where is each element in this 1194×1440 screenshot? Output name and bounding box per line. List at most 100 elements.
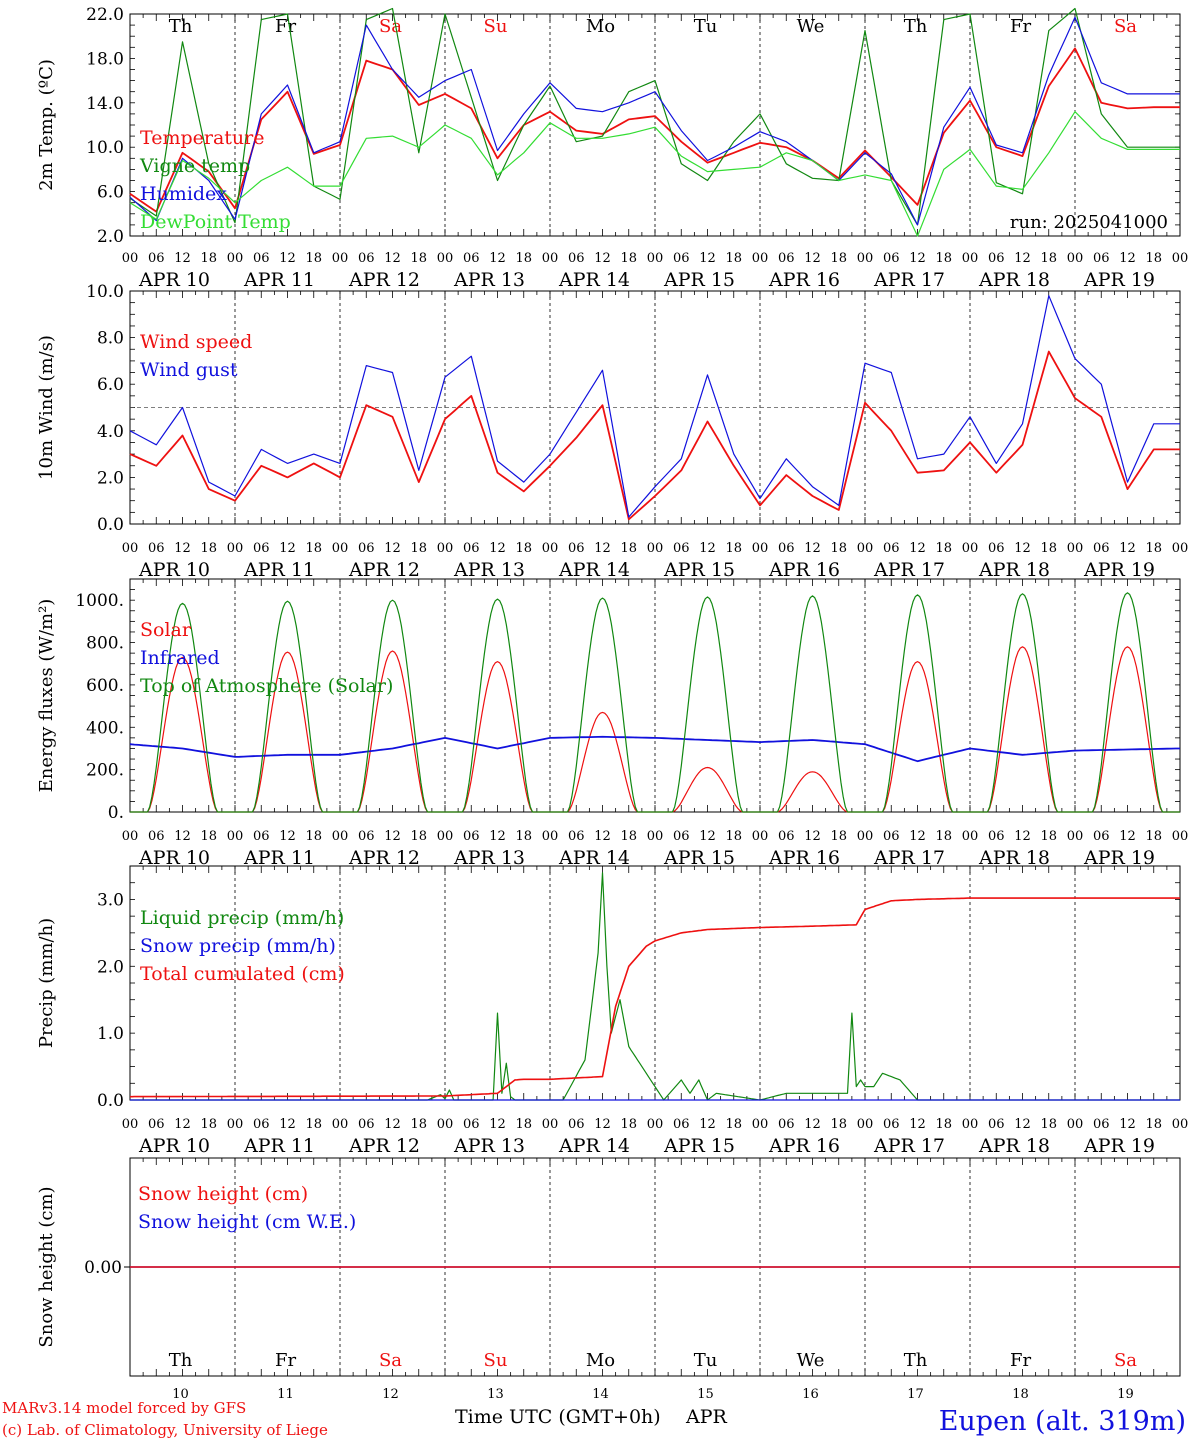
hour-tick-label: 00 — [332, 1117, 349, 1132]
weekday-label: Fr — [1010, 1350, 1031, 1371]
hour-tick-label: 06 — [568, 251, 585, 266]
hour-tick-label: 18 — [200, 1117, 217, 1132]
legend-dewpoint-temp: DewPoint Temp — [140, 211, 291, 233]
date-label: APR 19 — [1083, 269, 1155, 291]
snow-y-axis-title: Snow height (cm) — [36, 1186, 57, 1347]
hour-tick-label: 12 — [909, 829, 926, 844]
date-label: APR 19 — [1083, 1135, 1155, 1157]
hour-tick-label: 00 — [227, 829, 244, 844]
date-label: APR 12 — [348, 559, 420, 581]
hour-tick-label: 18 — [410, 1117, 427, 1132]
day-number-label: 18 — [1012, 1387, 1029, 1402]
weekday-label: Sa — [1114, 16, 1137, 37]
hour-tick-label: 06 — [1093, 1117, 1110, 1132]
hour-tick-label: 12 — [489, 829, 506, 844]
hour-tick-label: 00 — [962, 251, 979, 266]
weekday-label: Tu — [694, 16, 718, 37]
hour-tick-label: 18 — [1145, 829, 1162, 844]
hour-tick-label: 12 — [594, 1117, 611, 1132]
date-label: APR 13 — [453, 1135, 525, 1157]
hour-tick-label: 00 — [857, 251, 874, 266]
snow-panel: 0.00 Snow height (cm) Snow height (cm) Snow… — [36, 1157, 1181, 1402]
hour-tick-label: 12 — [594, 251, 611, 266]
date-label: APR 15 — [663, 269, 735, 291]
hour-tick-label: 18 — [305, 541, 322, 556]
temperature-panel: 22.0 18.0 14.0 10.0 6.0 2.0 2m Temp. (ºC) 00 06 1… — [36, 5, 1188, 291]
hour-tick-label: 06 — [358, 251, 375, 266]
date-label: APR 16 — [768, 847, 840, 869]
hour-tick-label: 06 — [148, 1117, 165, 1132]
y-tick-label: 2.0 — [97, 957, 124, 977]
date-label: APR 10 — [138, 269, 210, 291]
hour-tick-label: 00 — [122, 541, 139, 556]
hour-tick-label: 06 — [568, 1117, 585, 1132]
date-label: APR 19 — [1083, 847, 1155, 869]
hour-tick-label: 18 — [935, 1117, 952, 1132]
series-line-dewpoint-temp — [129, 111, 1180, 237]
hour-tick-label: 18 — [1040, 829, 1057, 844]
hour-tick-label: 06 — [358, 1117, 375, 1132]
series-line-total-cumulated-cm — [130, 897, 1180, 1098]
date-label: APR 18 — [978, 269, 1050, 291]
y-tick-label: 6.0 — [97, 183, 124, 203]
hour-tick-label: 00 — [332, 829, 349, 844]
date-label: APR 10 — [138, 847, 210, 869]
hour-tick-label: 06 — [463, 829, 480, 844]
weekday-label: Tu — [694, 1350, 718, 1371]
y-tick-label: 0.0 — [97, 1091, 124, 1111]
hour-tick-label: 18 — [200, 541, 217, 556]
hour-tick-label: 06 — [463, 251, 480, 266]
day-number-label: 19 — [1117, 1387, 1134, 1402]
hour-tick-label: 18 — [1145, 541, 1162, 556]
legend-top-of-atmosphere-solar: Top of Atmosphere (Solar) — [140, 675, 393, 697]
hour-tick-label: 06 — [673, 251, 690, 266]
hour-tick-label: 18 — [410, 829, 427, 844]
hour-tick-label: 00 — [1067, 829, 1084, 844]
hour-tick-label: 12 — [699, 1117, 716, 1132]
hour-tick-label: 06 — [148, 251, 165, 266]
date-label: APR 18 — [978, 1135, 1050, 1157]
hour-tick-label: 00 — [1172, 541, 1189, 556]
series-line-wind-speed — [129, 350, 1180, 521]
hour-tick-label: 18 — [200, 829, 217, 844]
day-number-label: 12 — [382, 1387, 399, 1402]
hour-tick-label: 18 — [515, 251, 532, 266]
hour-tick-label: 06 — [148, 829, 165, 844]
date-label: APR 19 — [1083, 559, 1155, 581]
hour-tick-label: 06 — [253, 541, 270, 556]
y-tick-label: 800. — [86, 634, 124, 654]
hour-tick-label: 18 — [725, 829, 742, 844]
hour-tick-label: 12 — [1014, 251, 1031, 266]
date-label: APR 17 — [873, 559, 945, 581]
date-label: APR 10 — [138, 559, 210, 581]
y-tick-label: 1.0 — [97, 1024, 124, 1044]
date-label: APR 17 — [873, 1135, 945, 1157]
legend-wind-gust: Wind gust — [140, 359, 238, 381]
legend-humidex: Humidex — [140, 183, 227, 205]
hour-tick-label: 18 — [935, 541, 952, 556]
hour-tick-label: 00 — [1172, 251, 1189, 266]
y-tick-label: 8.0 — [97, 329, 124, 349]
series-line-humidex — [129, 16, 1180, 226]
hour-tick-label: 00 — [857, 829, 874, 844]
hour-tick-label: 00 — [857, 541, 874, 556]
hour-tick-label: 18 — [305, 1117, 322, 1132]
weekday-label: Mo — [586, 1350, 615, 1371]
hour-tick-label: 18 — [410, 251, 427, 266]
day-number-label: 14 — [592, 1387, 609, 1402]
hour-tick-label: 06 — [988, 1117, 1005, 1132]
hour-tick-label: 00 — [542, 251, 559, 266]
hour-tick-label: 06 — [463, 541, 480, 556]
weekday-label: Su — [484, 16, 508, 37]
hour-tick-label: 12 — [384, 251, 401, 266]
station-label: Eupen (alt. 319m) — [939, 1406, 1186, 1437]
hour-tick-label: 00 — [227, 541, 244, 556]
hour-tick-label: 18 — [830, 541, 847, 556]
hour-tick-label: 12 — [174, 1117, 191, 1132]
date-label: APR 18 — [978, 559, 1050, 581]
model-credit-line2: (c) Lab. of Climatology, University of L… — [2, 1421, 328, 1439]
hour-tick-label: 00 — [647, 541, 664, 556]
hour-tick-label: 12 — [804, 829, 821, 844]
series-line-infrared — [129, 735, 1180, 763]
hour-tick-label: 06 — [778, 541, 795, 556]
